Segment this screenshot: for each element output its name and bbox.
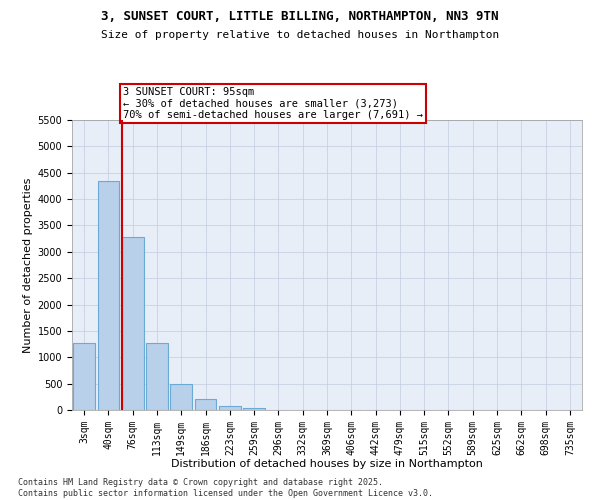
Bar [194,398,217,410]
Bar [122,236,143,410]
Bar [146,343,168,410]
Bar [243,408,265,410]
Bar [219,406,241,410]
Bar [97,180,119,410]
Bar [73,343,95,410]
Bar [170,384,192,410]
Text: 3 SUNSET COURT: 95sqm
← 30% of detached houses are smaller (3,273)
70% of semi-d: 3 SUNSET COURT: 95sqm ← 30% of detached … [123,87,423,120]
Text: Contains HM Land Registry data © Crown copyright and database right 2025.
Contai: Contains HM Land Registry data © Crown c… [18,478,433,498]
X-axis label: Distribution of detached houses by size in Northampton: Distribution of detached houses by size … [171,459,483,469]
Y-axis label: Number of detached properties: Number of detached properties [23,178,34,352]
Text: 3, SUNSET COURT, LITTLE BILLING, NORTHAMPTON, NN3 9TN: 3, SUNSET COURT, LITTLE BILLING, NORTHAM… [101,10,499,23]
Text: Size of property relative to detached houses in Northampton: Size of property relative to detached ho… [101,30,499,40]
